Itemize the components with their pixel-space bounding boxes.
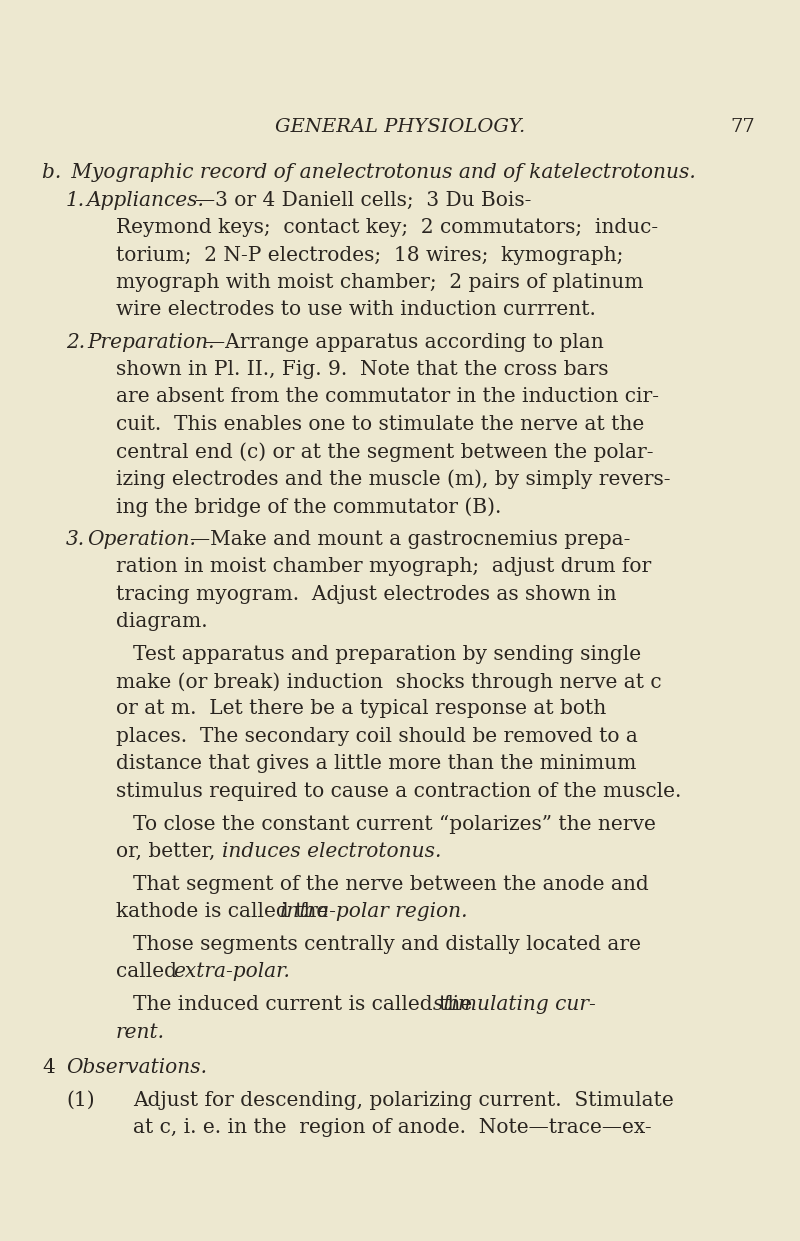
Text: Operation.: Operation. — [87, 530, 196, 549]
Text: wire electrodes to use with induction currrent.: wire electrodes to use with induction cu… — [116, 300, 596, 319]
Text: places.  The secondary coil should be removed to a: places. The secondary coil should be rem… — [116, 727, 638, 746]
Text: stimulus required to cause a contraction of the muscle.: stimulus required to cause a contraction… — [116, 782, 682, 800]
Text: extra-polar.: extra-polar. — [173, 962, 290, 980]
Text: That segment of the nerve between the anode and: That segment of the nerve between the an… — [133, 875, 649, 894]
Text: Adjust for descending, polarizing current.  Stimulate: Adjust for descending, polarizing curren… — [133, 1091, 674, 1109]
Text: To close the constant current “polarizes” the nerve: To close the constant current “polarizes… — [133, 815, 656, 834]
Text: 1.: 1. — [66, 191, 85, 210]
Text: cuit.  This enables one to stimulate the nerve at the: cuit. This enables one to stimulate the … — [116, 414, 644, 434]
Text: —3 or 4 Daniell cells;  3 Du Bois-: —3 or 4 Daniell cells; 3 Du Bois- — [195, 191, 531, 210]
Text: b. Myographic record of anelectrotonus and of katelectrotonus.: b. Myographic record of anelectrotonus a… — [42, 163, 696, 182]
Text: shown in Pl. II., Fig. 9.  Note that the cross bars: shown in Pl. II., Fig. 9. Note that the … — [116, 360, 609, 379]
Text: 3.: 3. — [66, 530, 85, 549]
Text: intra-polar region.: intra-polar region. — [280, 902, 467, 921]
Text: ration in moist chamber myograph;  adjust drum for: ration in moist chamber myograph; adjust… — [116, 557, 651, 576]
Text: called: called — [116, 962, 183, 980]
Text: at c, i. e. in the  region of anode.  Note—trace—ex-: at c, i. e. in the region of anode. Note… — [133, 1118, 652, 1137]
Text: Test apparatus and preparation by sending single: Test apparatus and preparation by sendin… — [133, 645, 641, 664]
Text: Those segments centrally and distally located are: Those segments centrally and distally lo… — [133, 934, 641, 954]
Text: stimulating cur-: stimulating cur- — [433, 995, 596, 1014]
Text: The induced current is called the: The induced current is called the — [133, 995, 478, 1014]
Text: —Make and mount a gastrocnemius prepa-: —Make and mount a gastrocnemius prepa- — [190, 530, 630, 549]
Text: torium;  2 N-P electrodes;  18 wires;  kymograph;: torium; 2 N-P electrodes; 18 wires; kymo… — [116, 246, 623, 266]
Text: ing the bridge of the commutator (B).: ing the bridge of the commutator (B). — [116, 496, 502, 516]
Text: diagram.: diagram. — [116, 612, 208, 630]
Text: 2.: 2. — [66, 333, 85, 352]
Text: induces electrotonus.: induces electrotonus. — [222, 841, 442, 861]
Text: central end (c) or at the segment between the polar-: central end (c) or at the segment betwee… — [116, 442, 654, 462]
Text: tracing myogram.  Adjust electrodes as shown in: tracing myogram. Adjust electrodes as sh… — [116, 585, 617, 604]
Text: or, better,: or, better, — [116, 841, 222, 861]
Text: 77: 77 — [730, 118, 755, 137]
Text: Observations.: Observations. — [66, 1059, 207, 1077]
Text: Preparation.: Preparation. — [87, 333, 214, 352]
Text: distance that gives a little more than the minimum: distance that gives a little more than t… — [116, 755, 636, 773]
Text: (1): (1) — [66, 1091, 94, 1109]
Text: —Arrange apparatus according to plan: —Arrange apparatus according to plan — [205, 333, 604, 352]
Text: Reymond keys;  contact key;  2 commutators;  induc-: Reymond keys; contact key; 2 commutators… — [116, 218, 658, 237]
Text: GENERAL PHYSIOLOGY.: GENERAL PHYSIOLOGY. — [275, 118, 525, 137]
Text: Appliances.: Appliances. — [87, 191, 205, 210]
Text: make (or break) induction  shocks through nerve at c: make (or break) induction shocks through… — [116, 671, 662, 691]
Text: 4: 4 — [42, 1059, 54, 1077]
Text: are absent from the commutator in the induction cir-: are absent from the commutator in the in… — [116, 387, 659, 406]
Text: myograph with moist chamber;  2 pairs of platinum: myograph with moist chamber; 2 pairs of … — [116, 273, 643, 292]
Text: or at m.  Let there be a typical response at both: or at m. Let there be a typical response… — [116, 699, 606, 719]
Text: rent.: rent. — [116, 1023, 165, 1042]
Text: kathode is called the: kathode is called the — [116, 902, 334, 921]
Text: izing electrodes and the muscle (m), by simply revers-: izing electrodes and the muscle (m), by … — [116, 469, 670, 489]
